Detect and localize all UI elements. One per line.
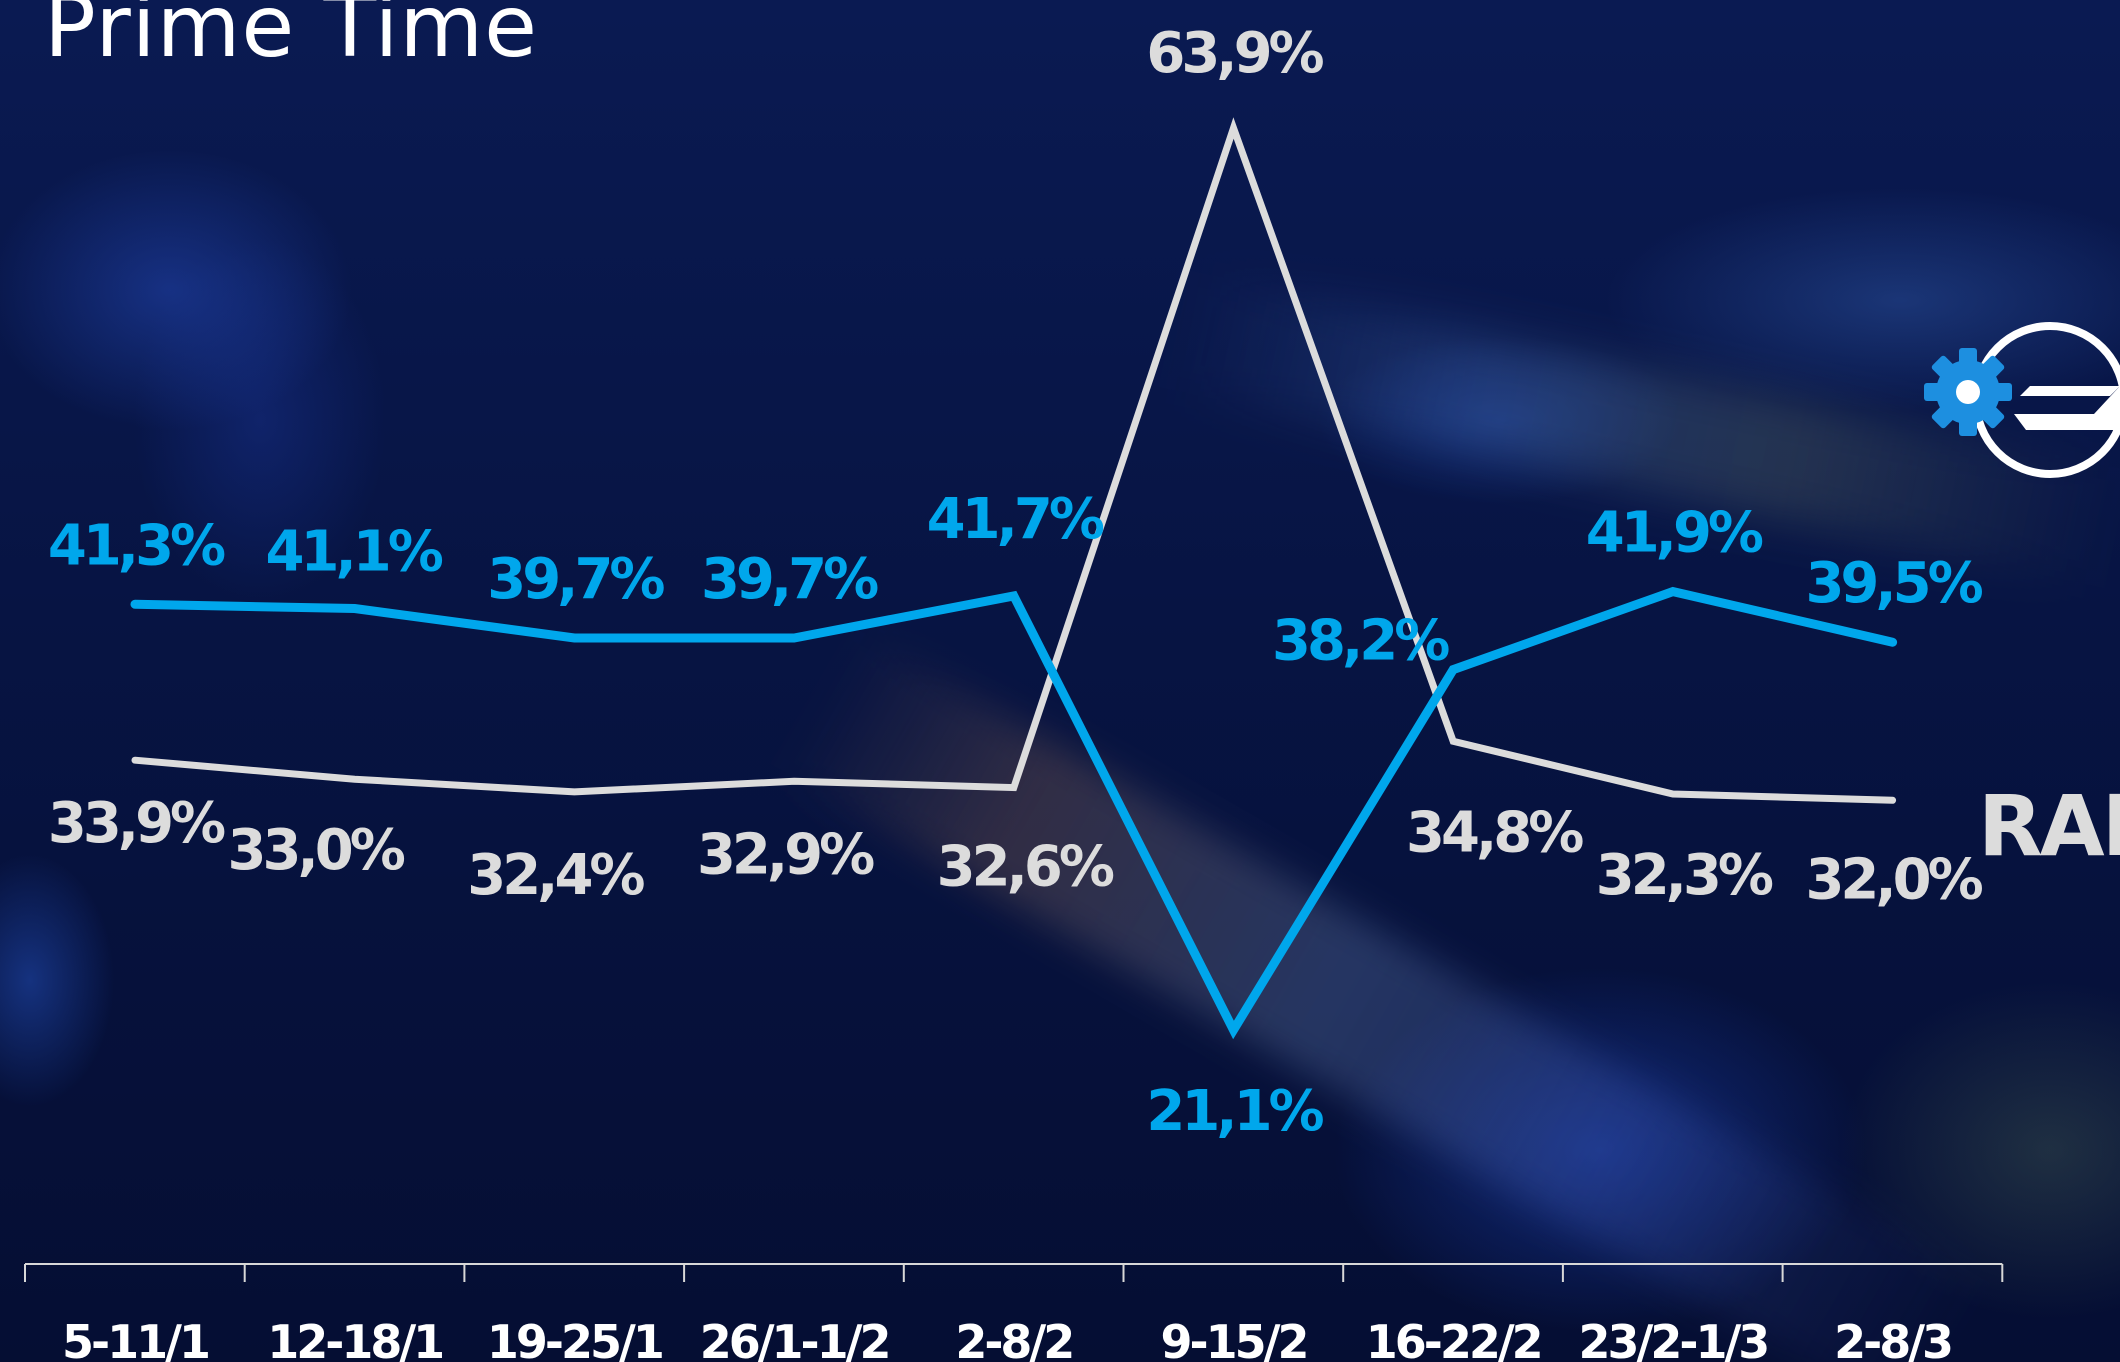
x-axis-tick-label: 2-8/2 bbox=[955, 1315, 1072, 1362]
x-axis-ticks bbox=[24, 1264, 2004, 1282]
x-axis: 5-11/1 12-18/1 19-25/1 26/1-1/2 2-8/2 9-15/2 1… bbox=[24, 1263, 2004, 1362]
series-lines bbox=[130, 117, 1898, 1040]
data-label-blue: 21,1% bbox=[1146, 1079, 1323, 1144]
data-label-rai: 34,8% bbox=[1406, 800, 1583, 865]
data-label-blue: 41,7% bbox=[927, 487, 1104, 552]
x-axis-tick-label: 19-25/1 bbox=[487, 1315, 662, 1362]
gear-in-circle-logo-icon bbox=[1924, 322, 2120, 478]
x-axis-tick-label: 16-22/2 bbox=[1366, 1315, 1541, 1362]
data-label-rai: 63,9% bbox=[1146, 21, 1323, 86]
x-axis-tick-label: 12-18/1 bbox=[267, 1315, 442, 1362]
data-label-rai: 32,0% bbox=[1805, 847, 1982, 912]
x-axis-tick-label: 9-15/2 bbox=[1161, 1315, 1307, 1362]
page-title: Prime Time bbox=[44, 0, 539, 77]
data-label-rai: 33,0% bbox=[228, 818, 405, 883]
series-name-label-rai: RAI bbox=[1978, 777, 2120, 875]
data-label-rai: 33,9% bbox=[48, 791, 225, 856]
data-label-rai: 32,3% bbox=[1596, 843, 1773, 908]
data-label-rai: 32,9% bbox=[697, 822, 874, 887]
data-label-rai: 32,6% bbox=[937, 835, 1114, 900]
data-label-blue: 38,2% bbox=[1272, 609, 1449, 674]
x-axis-tick-label: 23/2-1/3 bbox=[1579, 1315, 1768, 1362]
data-label-blue: 41,9% bbox=[1586, 501, 1763, 566]
series-line-blue bbox=[130, 586, 1898, 1040]
data-label-blue: 39,7% bbox=[487, 547, 664, 612]
series-line-rai bbox=[131, 117, 1897, 804]
x-axis-tick-label: 26/1-1/2 bbox=[700, 1315, 889, 1362]
x-axis-tick-label: 5-11/1 bbox=[62, 1315, 208, 1362]
data-label-blue: 41,1% bbox=[266, 520, 443, 585]
data-labels: 41,3% 41,1% 39,7% 39,7% 41,7% 21,1% 38,2% 41,9%… bbox=[48, 21, 1987, 1144]
data-label-blue: 39,5% bbox=[1805, 551, 1982, 616]
x-axis-tick-label: 2-8/3 bbox=[1834, 1315, 1951, 1362]
data-label-blue: 41,3% bbox=[48, 513, 225, 578]
data-label-blue: 39,7% bbox=[701, 547, 878, 612]
x-axis-tick-labels: 5-11/1 12-18/1 19-25/1 26/1-1/2 2-8/2 9-15/2 1… bbox=[62, 1315, 1954, 1362]
data-label-rai: 32,4% bbox=[467, 843, 644, 908]
